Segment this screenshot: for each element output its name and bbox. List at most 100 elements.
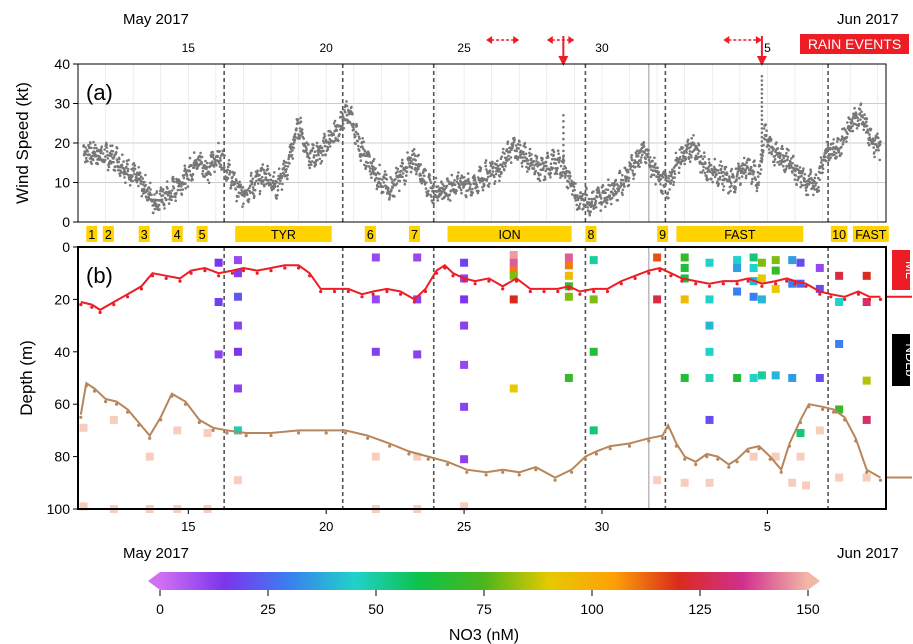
wind-speed-point	[268, 173, 272, 177]
wind-speed-point	[118, 174, 122, 177]
wind-speed-point	[631, 169, 634, 172]
no3-sample	[815, 263, 824, 272]
no3-sample	[214, 350, 223, 359]
panel-a-y-tick-label: 30	[54, 96, 70, 112]
wind-speed-point	[101, 152, 105, 155]
wind-speed-point	[308, 157, 311, 160]
wind-speed-point	[629, 162, 632, 166]
wind-speed-point	[530, 153, 533, 156]
wind-speed-point	[382, 181, 386, 184]
wind-speed-point	[332, 133, 336, 136]
wind-speed-point	[875, 143, 878, 146]
faint-sample	[460, 502, 469, 511]
no3-sample	[771, 284, 780, 293]
panel-b-label: (b)	[86, 263, 113, 288]
wind-speed-point	[683, 162, 686, 166]
wind-speed-point	[608, 194, 612, 198]
panel-b-y-ticks: 0 20 40 60 80 100	[47, 239, 78, 517]
wind-speed-point	[610, 190, 613, 193]
no3-sample	[509, 271, 518, 280]
wind-speed-point	[499, 157, 503, 160]
wind-speed-point	[618, 171, 622, 174]
wind-speed-point	[782, 156, 785, 160]
wind-speed-point	[716, 169, 720, 172]
wind-speed-point	[105, 150, 109, 153]
ml-point	[283, 266, 287, 270]
wind-speed-point	[426, 192, 430, 195]
no3-sample	[705, 295, 714, 304]
wind-speed-point	[874, 148, 878, 152]
wind-speed-point	[111, 144, 114, 147]
wind-speed-point	[92, 140, 95, 144]
wind-speed-point	[161, 194, 165, 197]
panel-b-frame	[77, 246, 887, 510]
wind-speed-point	[459, 176, 462, 180]
no3-sample	[371, 347, 380, 356]
ml-point	[592, 289, 596, 294]
wind-speed-point	[506, 159, 509, 162]
wind-speed-point	[692, 134, 695, 137]
wind-speed-point	[338, 124, 342, 128]
no3-sample	[589, 426, 598, 435]
wind-speed-point	[863, 113, 866, 116]
station-label-box	[138, 226, 150, 242]
no3-sample	[233, 321, 242, 330]
wind-speed-point	[729, 189, 732, 193]
wind-speed-point	[280, 174, 284, 178]
ndlb-point	[343, 431, 348, 435]
wind-speed-point	[533, 164, 536, 167]
wind-speed-point	[576, 194, 579, 197]
ml-point	[150, 274, 155, 278]
wind-speed-point	[172, 187, 176, 190]
wind-speed-point	[572, 185, 576, 188]
wind-speed-point	[689, 145, 693, 148]
wind-speed-point	[824, 159, 828, 163]
ndlb-point	[159, 418, 163, 422]
ml-point	[112, 303, 116, 307]
ml-point	[694, 282, 698, 286]
no3-sample	[509, 295, 518, 304]
wind-speed-point	[90, 162, 93, 165]
no3-sample	[862, 376, 871, 385]
ml-point	[319, 289, 323, 294]
wind-speed-point	[216, 155, 220, 158]
ndlb-point	[768, 457, 772, 461]
wind-speed-point	[835, 155, 838, 159]
wind-speed-point	[698, 149, 701, 153]
no3-sample	[862, 271, 871, 280]
wind-speed-point	[704, 167, 708, 170]
wind-speed-point	[115, 158, 119, 161]
ml-point	[255, 271, 259, 275]
wind-speed-point	[412, 148, 416, 151]
wind-speed-point	[259, 177, 262, 181]
ml-point	[760, 284, 764, 288]
panel-a-y-ticks: 0 10 20 30 40	[54, 56, 78, 230]
wind-speed-point	[471, 191, 475, 194]
wind-speed-point	[219, 159, 222, 162]
wind-speed-point	[617, 189, 620, 193]
colorbar-tick-label: 150	[796, 601, 820, 617]
wind-speed-point	[106, 153, 109, 157]
wind-speed-point	[436, 199, 440, 202]
wind-speed-point	[779, 152, 782, 155]
wind-speed-spike-point	[760, 79, 764, 82]
wind-speed-point	[692, 142, 696, 145]
wind-speed-point	[295, 127, 298, 130]
wind-speed-point	[231, 175, 234, 179]
wind-speed-point	[352, 126, 355, 129]
wind-speed-point	[832, 150, 836, 154]
station-label: FAST	[855, 228, 887, 242]
wind-speed-point	[861, 120, 865, 124]
wind-speed-point	[678, 166, 681, 170]
wind-speed-point	[478, 177, 481, 181]
ml-point	[647, 271, 651, 275]
wind-speed-point	[664, 182, 668, 186]
wind-speed-spike-point	[760, 83, 764, 87]
wind-speed-point	[744, 176, 748, 180]
wind-speed-point	[355, 124, 359, 128]
wind-speed-point	[84, 146, 87, 149]
wind-speed-point	[515, 149, 518, 153]
wind-speed-spike-point	[760, 135, 764, 139]
wind-speed-point	[120, 163, 124, 167]
wind-speed-point	[605, 201, 609, 205]
